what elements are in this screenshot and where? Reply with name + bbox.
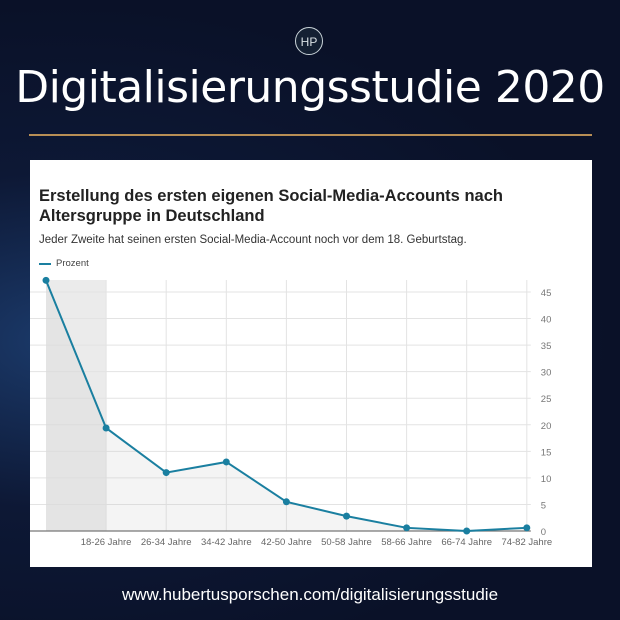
y-tick-label: 35 [541,341,552,352]
data-point [162,469,170,477]
y-tick-label: 20 [541,421,552,432]
data-point [222,458,230,466]
footer-url[interactable]: www.hubertusporschen.com/digitalisierung… [121,585,499,604]
hp-logo: HP [295,27,323,55]
y-tick-label: 45 [541,288,552,299]
data-point [42,276,50,284]
y-tick-label: 15 [541,447,552,458]
x-tick-label: 50-58 Jahre [321,537,372,548]
x-tick-label: 66-74 Jahre [441,537,492,548]
chart-subtitle: Jeder Zweite hat seinen ersten Social-Me… [39,234,467,246]
y-tick-label: 10 [541,474,552,485]
x-tick-label: 74-82 Jahre [501,537,552,548]
y-tick-label: 30 [541,368,552,379]
data-point [343,512,350,520]
chart-title: Erstellung des ersten eigenen Social-Med… [39,187,503,225]
chart-card: Erstellung des ersten eigenen Social-Med… [30,160,592,567]
x-tick-label: 26-34 Jahre [141,537,192,548]
page-title: Digitalisierungsstudie 2020 [15,62,605,113]
divider [29,134,592,136]
x-tick-label: 58-66 Jahre [381,537,432,548]
data-point [102,424,110,432]
y-tick-label: 25 [541,394,552,405]
y-tick-label: 40 [541,315,552,326]
legend: Prozent [39,258,89,269]
x-tick-label: 34-42 Jahre [201,537,252,548]
data-point [463,527,471,535]
data-point [403,524,411,532]
x-tick-label: 42-50 Jahre [261,537,312,548]
line-chart: 0 5 10 15 20 25 30 35 40 45 18-26 Jahre 26-34 Jahre… [30,276,552,548]
legend-swatch [39,262,51,265]
area-fill [46,280,527,531]
data-point [282,498,290,506]
legend-label: Prozent [56,258,89,269]
y-tick-label: 5 [541,500,546,511]
data-point [523,524,531,532]
y-tick-label: 0 [541,527,546,538]
x-tick-label: 18-26 Jahre [81,537,132,548]
